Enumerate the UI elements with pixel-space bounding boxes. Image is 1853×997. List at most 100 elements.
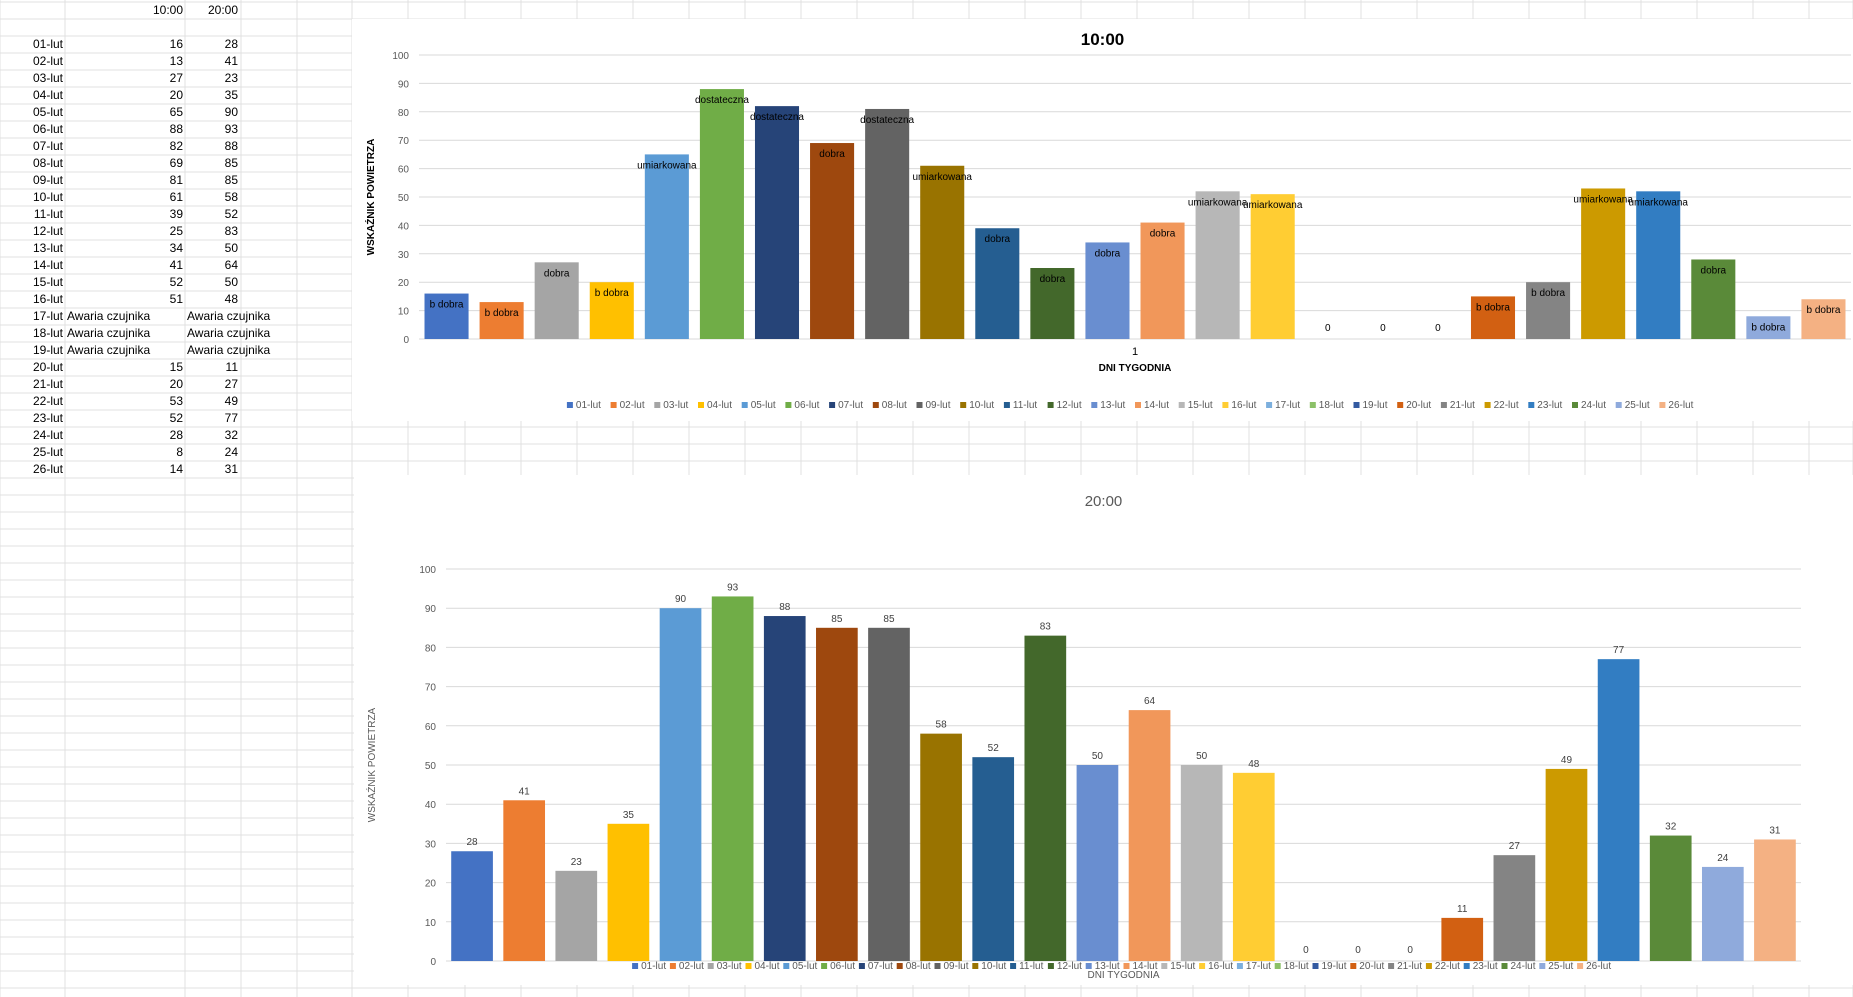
legend-item-11-lut[interactable]: 11-lut	[1010, 961, 1044, 972]
table-cell[interactable]: 41	[224, 54, 238, 68]
table-cell[interactable]: 19-lut	[32, 343, 63, 357]
legend-item-12-lut[interactable]: 12-lut	[1047, 961, 1082, 972]
table-cell[interactable]: 48	[224, 292, 238, 306]
table-cell[interactable]: 83	[224, 224, 238, 238]
legend-item-04-lut[interactable]: 04-lut	[698, 400, 732, 411]
table-cell[interactable]: 8	[176, 445, 183, 459]
bar-20-lut[interactable]	[1441, 917, 1484, 961]
legend-item-10-lut[interactable]: 10-lut	[960, 400, 994, 411]
table-cell[interactable]: Awaria czujnika	[187, 326, 271, 340]
legend-item-18-lut[interactable]: 18-lut	[1309, 400, 1344, 411]
table-cell[interactable]: 69	[169, 156, 183, 170]
table-cell[interactable]: 17-lut	[32, 309, 63, 323]
bar-16-lut[interactable]	[1232, 772, 1275, 961]
bar-26-lut[interactable]	[1754, 839, 1796, 961]
bar-20-lut[interactable]	[1470, 296, 1516, 339]
table-cell[interactable]: 52	[169, 411, 183, 425]
table-cell[interactable]: 61	[169, 190, 183, 204]
legend-item-06-lut[interactable]: 06-lut	[785, 400, 820, 411]
table-cell[interactable]: 04-lut	[32, 88, 63, 102]
table-cell[interactable]: 82	[169, 139, 183, 153]
bar-10-lut[interactable]	[920, 165, 965, 339]
table-cell[interactable]: 15-lut	[32, 275, 63, 289]
bar-14-lut[interactable]	[1128, 710, 1171, 961]
table-cell[interactable]: 01-lut	[32, 37, 63, 51]
bar-08-lut[interactable]	[816, 627, 858, 961]
bar-04-lut[interactable]	[607, 823, 650, 961]
legend-item-22-lut[interactable]: 22-lut	[1484, 400, 1519, 411]
bar-22-lut[interactable]	[1581, 188, 1626, 339]
bar-01-lut[interactable]	[451, 851, 493, 961]
bar-08-lut[interactable]	[810, 143, 855, 339]
table-cell[interactable]: 26-lut	[32, 462, 63, 476]
legend-item-16-lut[interactable]: 16-lut	[1222, 400, 1257, 411]
table-cell[interactable]: 15	[169, 360, 183, 374]
table-cell[interactable]: 28	[169, 428, 183, 442]
legend-item-10-lut[interactable]: 10-lut	[972, 961, 1007, 972]
legend-item-05-lut[interactable]: 05-lut	[741, 400, 776, 411]
table-cell[interactable]: 09-lut	[32, 173, 63, 187]
table-cell[interactable]: Awaria czujnika	[67, 343, 151, 357]
table-cell[interactable]: 65	[169, 105, 183, 119]
table-cell[interactable]: 88	[169, 122, 183, 136]
table-cell[interactable]: 20-lut	[32, 360, 63, 374]
table-cell[interactable]: 20	[169, 377, 183, 391]
table-cell[interactable]: 50	[224, 241, 238, 255]
table-cell[interactable]: 12-lut	[32, 224, 63, 238]
legend-item-25-lut[interactable]: 25-lut	[1615, 400, 1650, 411]
table-cell[interactable]: 22-lut	[32, 394, 63, 408]
table-cell[interactable]: 81	[169, 173, 183, 187]
table-cell[interactable]: 49	[224, 394, 238, 408]
legend-item-25-lut[interactable]: 25-lut	[1539, 961, 1574, 972]
legend-item-13-lut[interactable]: 13-lut	[1091, 400, 1126, 411]
table-cell[interactable]: 27	[169, 71, 183, 85]
bar-09-lut[interactable]	[865, 108, 910, 340]
table-cell[interactable]: 77	[224, 411, 238, 425]
table-cell[interactable]: 93	[224, 122, 238, 136]
table-cell[interactable]: 34	[169, 241, 183, 255]
bar-14-lut[interactable]	[1140, 222, 1185, 339]
table-cell[interactable]: 64	[224, 258, 238, 272]
bar-16-lut[interactable]	[1250, 194, 1295, 339]
table-cell[interactable]: 10:00	[152, 3, 183, 17]
table-cell[interactable]: Awaria czujnika	[67, 326, 151, 340]
table-cell[interactable]: 02-lut	[32, 54, 63, 68]
legend-item-01-lut[interactable]: 01-lut	[632, 961, 666, 972]
table-cell[interactable]: 14	[169, 462, 183, 476]
legend-item-08-lut[interactable]: 08-lut	[872, 400, 907, 411]
legend-item-18-lut[interactable]: 18-lut	[1274, 961, 1309, 972]
table-cell[interactable]: 58	[224, 190, 238, 204]
bar-25-lut[interactable]	[1746, 316, 1791, 339]
legend-item-24-lut[interactable]: 24-lut	[1572, 400, 1606, 411]
bar-26-lut[interactable]	[1801, 299, 1846, 339]
bar-05-lut[interactable]	[644, 154, 689, 339]
legend-item-21-lut[interactable]: 21-lut	[1440, 400, 1475, 411]
bar-24-lut[interactable]	[1691, 259, 1736, 339]
bar-03-lut[interactable]	[555, 870, 598, 961]
table-cell[interactable]: 28	[224, 37, 238, 51]
legend-item-23-lut[interactable]: 23-lut	[1463, 961, 1498, 972]
table-cell[interactable]: 27	[224, 377, 238, 391]
table-cell[interactable]: 90	[224, 105, 238, 119]
legend-item-03-lut[interactable]: 03-lut	[654, 400, 689, 411]
table-cell[interactable]: 51	[169, 292, 183, 306]
table-cell[interactable]: 31	[224, 462, 238, 476]
table-cell[interactable]: Awaria czujnika	[67, 309, 151, 323]
table-cell[interactable]: Awaria czujnika	[187, 309, 271, 323]
table-cell[interactable]: Awaria czujnika	[187, 343, 271, 357]
table-cell[interactable]: 06-lut	[32, 122, 63, 136]
legend-item-03-lut[interactable]: 03-lut	[707, 961, 742, 972]
legend-item-19-lut[interactable]: 19-lut	[1312, 961, 1347, 972]
table-cell[interactable]: 11-lut	[33, 207, 63, 221]
bar-15-lut[interactable]	[1195, 191, 1240, 339]
table-cell[interactable]: 39	[169, 207, 183, 221]
table-cell[interactable]: 03-lut	[32, 71, 63, 85]
table-cell[interactable]: 24	[224, 445, 238, 459]
legend-item-09-lut[interactable]: 09-lut	[916, 400, 951, 411]
legend-item-05-lut[interactable]: 05-lut	[783, 961, 818, 972]
table-cell[interactable]: 88	[224, 139, 238, 153]
table-cell[interactable]: 11	[225, 360, 238, 374]
table-cell[interactable]: 23	[224, 71, 238, 85]
legend-item-15-lut[interactable]: 15-lut	[1178, 400, 1213, 411]
bar-25-lut[interactable]	[1701, 866, 1744, 961]
